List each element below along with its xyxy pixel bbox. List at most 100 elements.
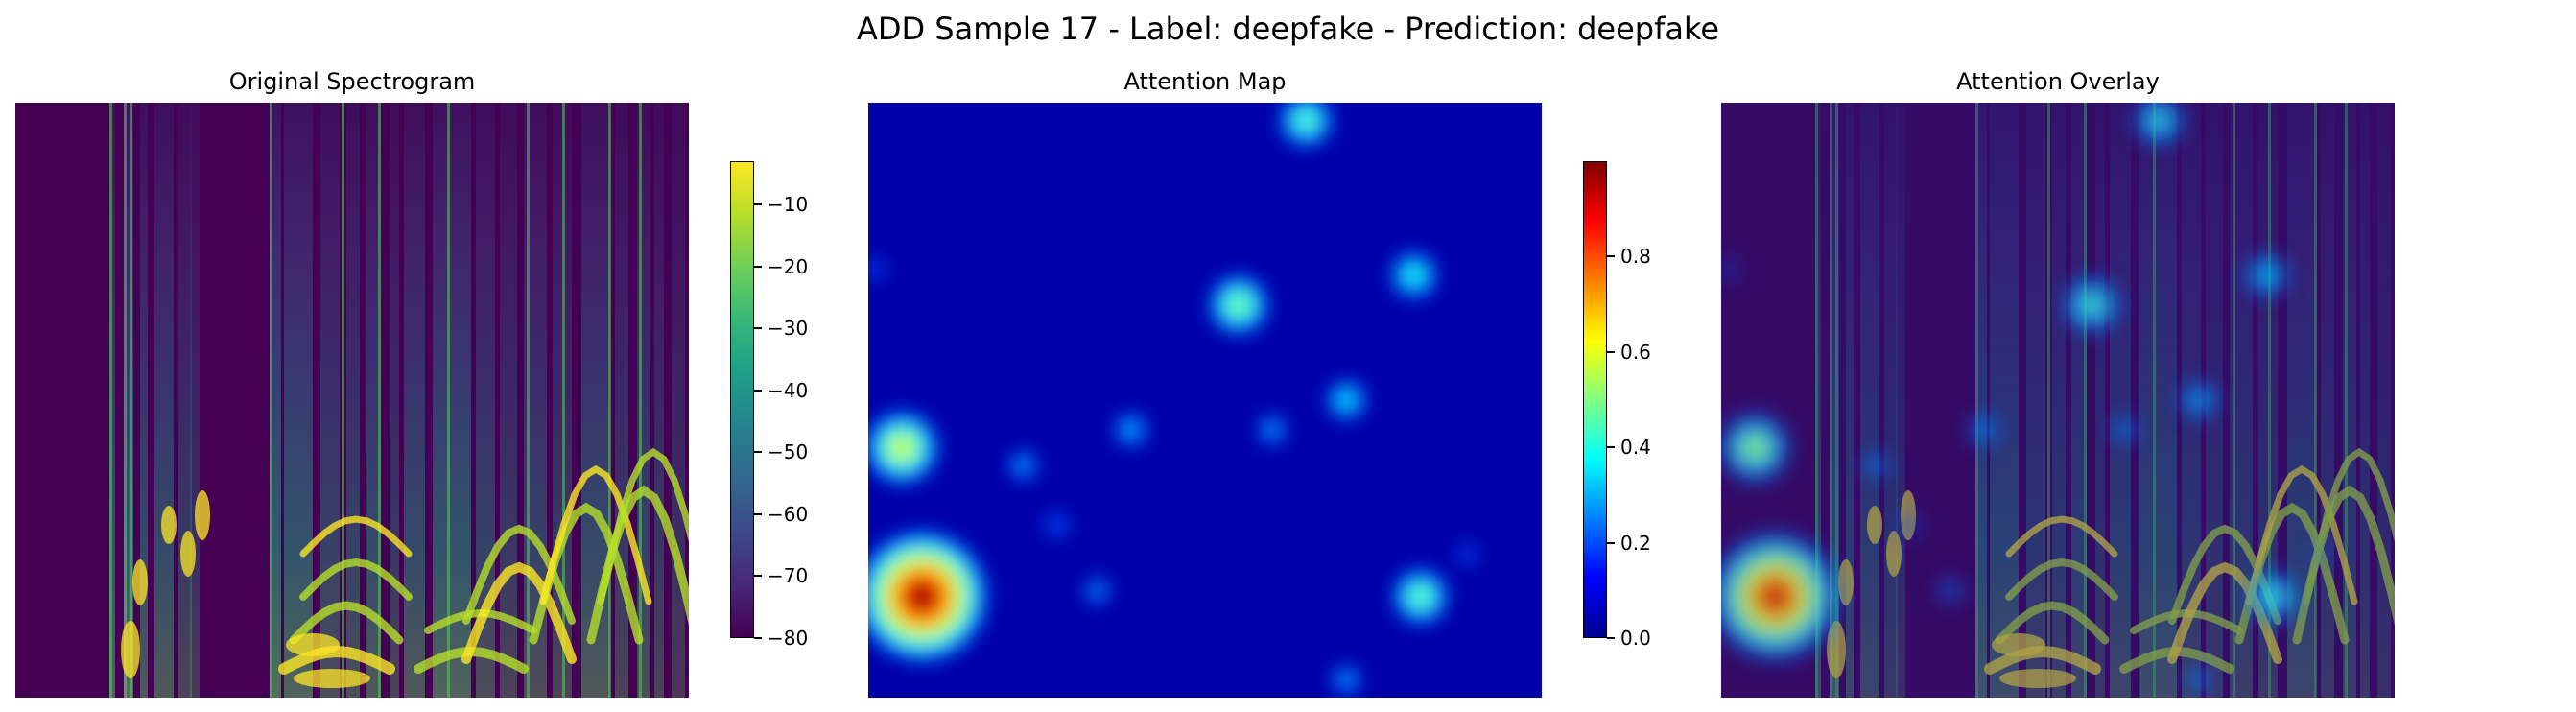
attention-colorbar-tick-mark — [1607, 255, 1615, 258]
attention-hotspot — [1405, 266, 1424, 285]
spectrogram-harmonic — [289, 601, 404, 645]
spectrogram-onset — [2233, 103, 2235, 698]
spectrogram-energy — [195, 490, 210, 540]
spectrogram-segment — [190, 103, 200, 698]
spectrogram-onset — [1830, 103, 1832, 698]
spectrogram-segment — [2360, 103, 2370, 698]
spectrogram-segment — [124, 103, 133, 698]
spectrogram-colorbar-ticks: −10 −20 −30 −40 −50 −60 −70 −80 — [754, 161, 831, 650]
attention-hotspot — [2082, 296, 2101, 315]
spectrogram-segment — [2052, 103, 2066, 698]
spectrogram-harmonic — [597, 447, 689, 605]
attention-hotspot — [1264, 422, 1280, 438]
spectrogram-onset — [639, 103, 642, 698]
attention-overlay-plot — [1721, 103, 2395, 698]
spectrogram-segment — [1990, 103, 2019, 698]
spectrogram-harmonic — [299, 515, 413, 558]
spectrogram-segment — [140, 103, 148, 698]
spectrogram-harmonic — [461, 561, 577, 664]
spectrogram-energy — [121, 621, 140, 678]
spectrogram-energy — [294, 669, 370, 688]
spectrogram-colorbar-tick-mark — [754, 389, 762, 392]
attention-hotspot — [1763, 585, 1786, 608]
spectrogram-segment — [2095, 103, 2105, 698]
spectrogram-onset — [2084, 103, 2087, 698]
attention-map-title: Attention Map — [1123, 68, 1287, 95]
spectrogram-harmonic — [278, 645, 395, 675]
spectrogram-energy — [286, 633, 340, 656]
spectrogram-colorbar-tick-label: −80 — [768, 627, 809, 650]
attention-hotspot — [1974, 420, 1994, 439]
attention-colorbar-ticks: 0.0 0.2 0.4 0.6 0.8 — [1607, 161, 1684, 650]
spectrogram-onset — [378, 103, 381, 698]
attention-colorbar-tick-mark — [1607, 637, 1615, 639]
attention-hotspot — [2311, 545, 2330, 564]
spectrogram-segment — [154, 103, 174, 698]
spectrogram-harmonic — [2303, 447, 2395, 605]
attention-colorbar-tick-label: 0.2 — [1620, 531, 1651, 555]
spectrogram-onset — [2345, 103, 2348, 698]
spectrogram-segment — [500, 103, 517, 698]
attention-hotspot — [2257, 266, 2277, 285]
spectrogram-onset — [527, 103, 530, 698]
spectrogram-segment — [581, 103, 610, 698]
attention-hotspot — [868, 260, 885, 279]
spectrogram-colorbar-tick-mark — [754, 575, 762, 578]
spectrogram-colorbar — [730, 161, 754, 638]
spectrogram-energy — [161, 506, 177, 544]
spectrogram-onset — [2047, 103, 2050, 698]
attention-hotspot — [2192, 673, 2207, 687]
spectrogram-segment — [1896, 103, 1905, 698]
spectrogram-colorbar-tick-label: −10 — [768, 193, 809, 217]
spectrogram-segment — [346, 103, 360, 698]
spectrogram-energy — [1992, 633, 2045, 656]
figure-title: ADD Sample 17 - Label: deepfake - Predic… — [856, 11, 1720, 47]
attention-hotspot — [1122, 420, 1141, 439]
spectrogram-segment — [390, 103, 399, 698]
attention-hotspot — [1898, 513, 1922, 536]
spectrogram-colorbar-tick-mark — [754, 327, 762, 330]
spectrogram-energy — [1838, 559, 1854, 605]
spectrogram-colorbar-tick-mark — [754, 203, 762, 206]
attention-hotspot — [910, 585, 934, 608]
spectrogram-segment — [1846, 103, 1854, 698]
spectrogram-segment — [1830, 103, 1839, 698]
attention-hotspot — [1413, 589, 1429, 604]
spectrogram-segment — [2071, 103, 2087, 698]
spectrogram-colorbar-tick-label: −60 — [768, 502, 809, 526]
attention-hotspot — [1300, 114, 1312, 127]
attention-hotspot — [1091, 584, 1103, 597]
attention-hotspot — [1944, 584, 1956, 597]
spectrogram-onset — [1835, 103, 1838, 698]
spectrogram-harmonic — [1984, 645, 2101, 675]
spectrogram-energy — [132, 559, 148, 605]
spectrogram-segment — [320, 103, 340, 698]
spectrogram-colorbar-tick-label: −30 — [768, 317, 809, 341]
spectrogram-onset — [2314, 103, 2317, 698]
spectrogram-colorbar-tick-mark — [754, 265, 762, 268]
spectrogram-segment — [476, 103, 495, 698]
spectrogram-colorbar-tick-label: −40 — [768, 378, 809, 402]
spectrogram-energy — [180, 531, 196, 577]
spectrogram-title: Original Spectrogram — [228, 68, 476, 95]
attention-colorbar-tick-label: 0.6 — [1620, 340, 1651, 364]
spectrogram-segment — [366, 103, 381, 698]
attention-hotspot — [1016, 458, 1030, 473]
attention-hotspot — [1229, 296, 1248, 315]
spectrogram-segment — [178, 103, 192, 698]
attention-hotspot — [1458, 545, 1477, 564]
attention-hotspot — [892, 439, 911, 458]
attention-hotspot — [1745, 439, 1764, 458]
attention-colorbar — [1583, 161, 1607, 638]
spectrogram-segment — [672, 103, 685, 698]
spectrogram-onset — [447, 103, 450, 698]
attention-colorbar-tick-mark — [1607, 446, 1615, 449]
attention-overlay-title: Attention Overlay — [1956, 68, 2160, 95]
attention-colorbar-tick-mark — [1607, 541, 1615, 544]
attention-map-plot — [868, 103, 1542, 698]
spectrogram-onset — [2153, 103, 2156, 698]
spectrogram-onset — [608, 103, 611, 698]
spectrogram-onset — [270, 103, 272, 698]
spectrogram-energy — [1827, 621, 1846, 678]
attention-map-heatmap — [868, 103, 1542, 698]
